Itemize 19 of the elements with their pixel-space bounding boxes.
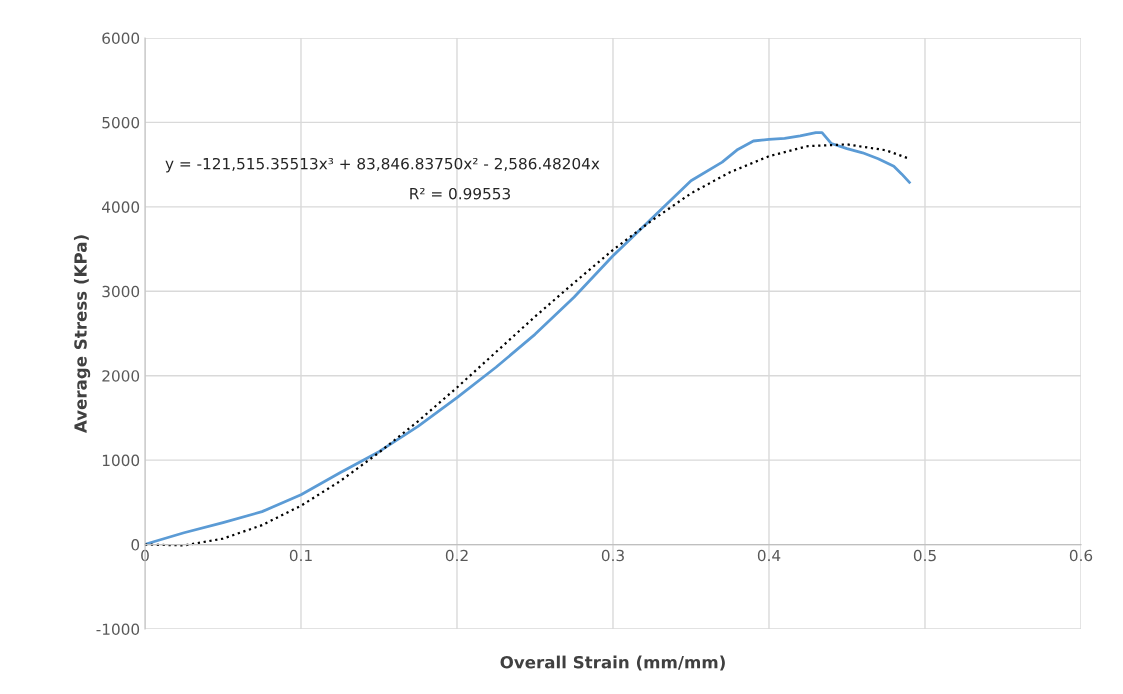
x-tick-label: 0.3 bbox=[601, 549, 624, 562]
y-axis-title: Average Stress (KPa) bbox=[73, 235, 91, 434]
x-axis-title: Overall Strain (mm/mm) bbox=[500, 655, 725, 671]
x-tick-label: 0 bbox=[141, 549, 149, 562]
x-tick-label: 0.1 bbox=[289, 549, 312, 562]
annotation: y = -121,515.35513x³ + 83,846.83750x² - 2,586.48204x bbox=[165, 157, 600, 173]
x-tick-label: 0.4 bbox=[757, 549, 781, 562]
annotation: R² = 0.99553 bbox=[410, 187, 510, 200]
y-tick-label: 1000 bbox=[102, 454, 140, 467]
y-tick-label: -1000 bbox=[96, 623, 140, 636]
y-tick-label: 0 bbox=[131, 539, 140, 551]
x-tick-label: 0.2 bbox=[445, 549, 468, 562]
x-tick-label: 0.6 bbox=[1069, 549, 1093, 562]
y-tick-label: 2000 bbox=[102, 370, 140, 382]
x-tick-label: 0.5 bbox=[913, 549, 936, 562]
y-tick-label: 4000 bbox=[102, 201, 140, 213]
y-tick-label: 3000 bbox=[102, 285, 140, 298]
y-tick-label: 5000 bbox=[102, 116, 140, 129]
y-tick-label: 6000 bbox=[102, 32, 140, 45]
